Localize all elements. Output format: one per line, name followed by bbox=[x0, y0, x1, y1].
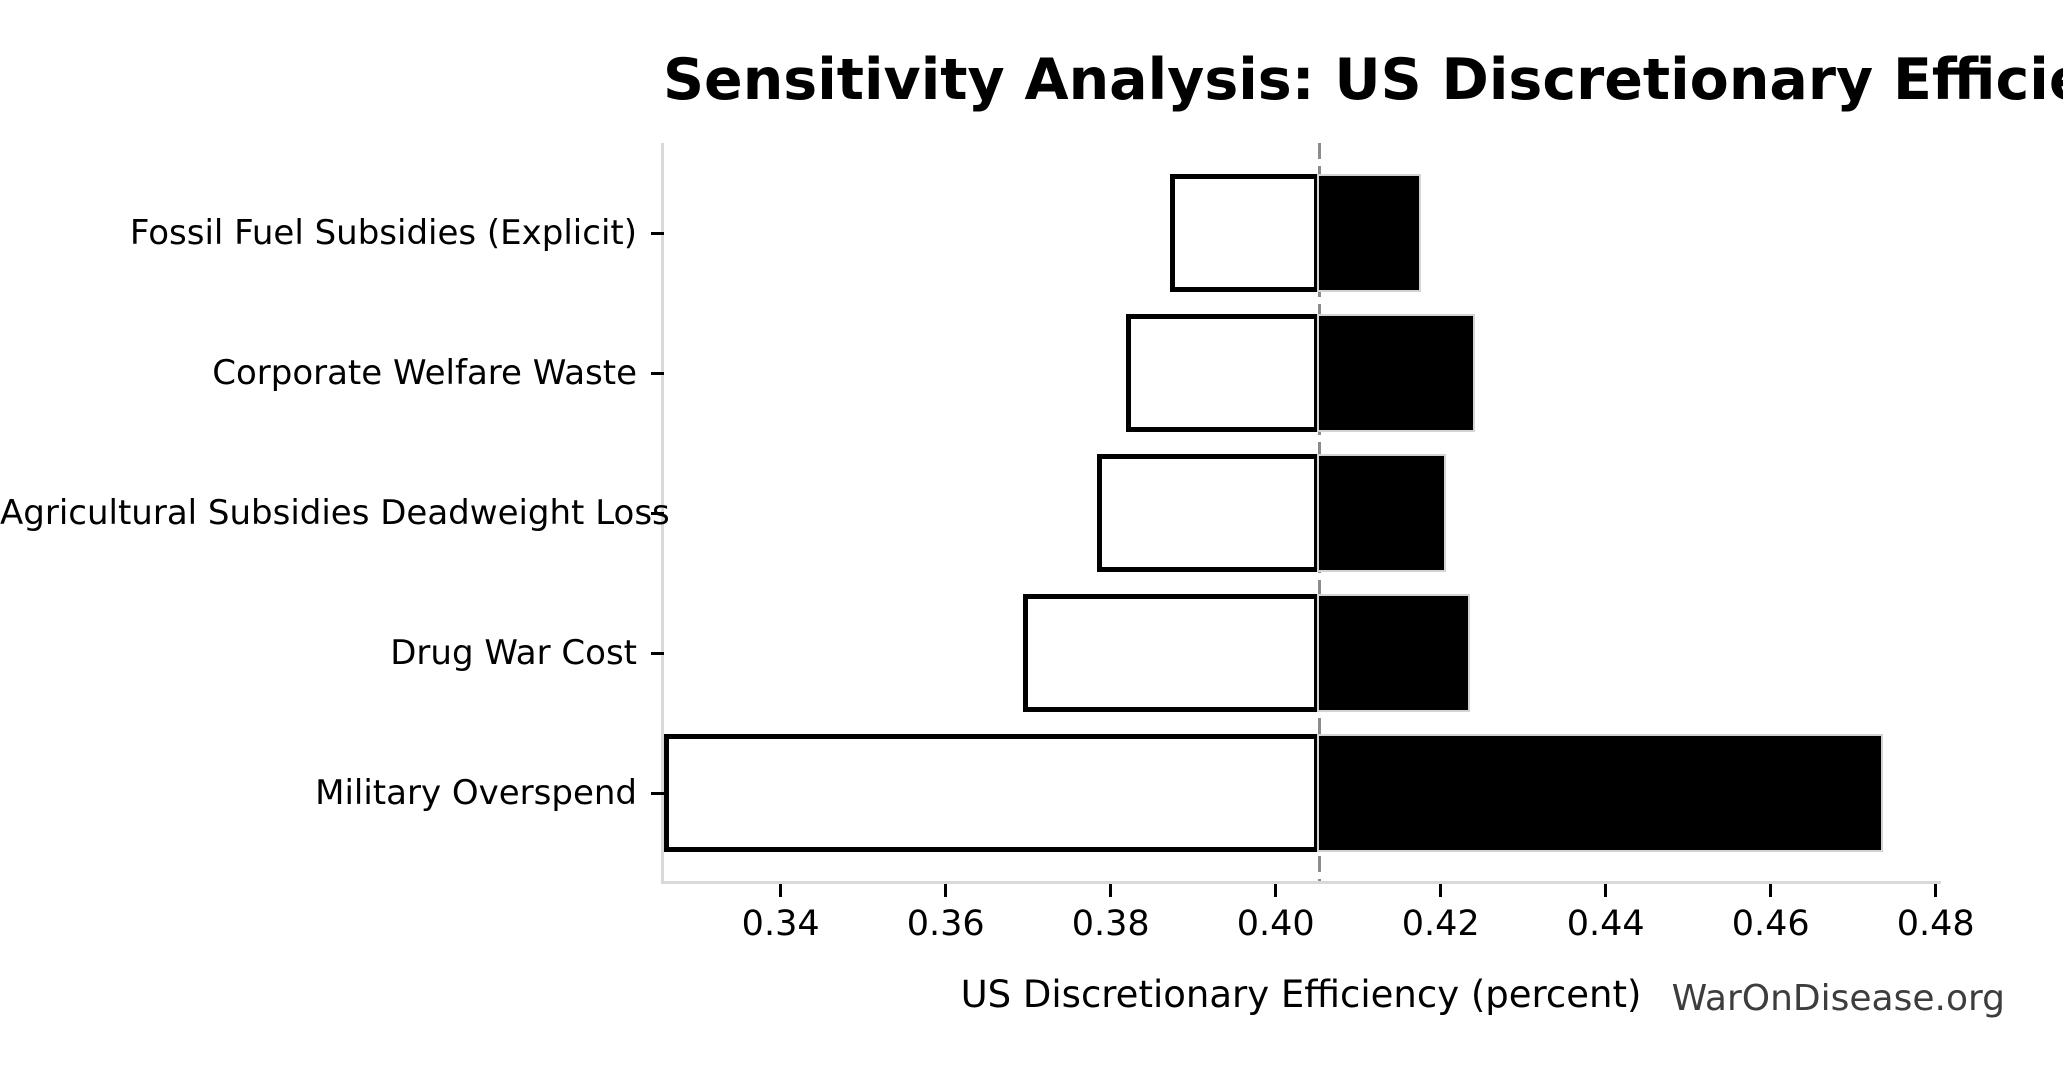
x-tick-label: 0.34 bbox=[741, 904, 820, 944]
y-axis-category-label: Drug War Cost bbox=[390, 633, 637, 673]
x-tick-mark bbox=[1439, 884, 1443, 897]
bar-high-segment bbox=[1317, 454, 1447, 572]
x-tick-label: 0.48 bbox=[1896, 904, 1975, 944]
bar-high-segment bbox=[1317, 594, 1470, 712]
x-tick-mark bbox=[779, 884, 783, 897]
x-tick-mark bbox=[1604, 884, 1608, 897]
y-axis-category-label: Corporate Welfare Waste bbox=[212, 353, 637, 393]
bar-high-segment bbox=[1317, 314, 1475, 432]
y-tick-mark bbox=[650, 511, 664, 515]
bar-high-segment bbox=[1317, 174, 1421, 292]
x-tick-label: 0.40 bbox=[1236, 904, 1315, 944]
y-tick-mark bbox=[650, 231, 664, 235]
chart-title: Sensitivity Analysis: US Discretionary E… bbox=[663, 47, 2063, 113]
x-tick-mark bbox=[1109, 884, 1113, 897]
x-axis-label: US Discretionary Efficiency (percent) bbox=[960, 973, 1642, 1016]
bar-high-segment bbox=[1317, 734, 1883, 852]
x-tick-label: 0.36 bbox=[906, 904, 985, 944]
x-tick-label: 0.42 bbox=[1401, 904, 1480, 944]
x-tick-label: 0.38 bbox=[1071, 904, 1150, 944]
bar-low-segment bbox=[1170, 174, 1320, 292]
y-tick-mark bbox=[650, 791, 664, 795]
x-tick-label: 0.44 bbox=[1566, 904, 1645, 944]
bar-low-segment bbox=[1023, 594, 1320, 712]
y-axis-category-label: Military Overspend bbox=[315, 773, 637, 813]
y-tick-mark bbox=[650, 651, 664, 655]
y-axis-category-label: Fossil Fuel Subsidies (Explicit) bbox=[129, 213, 637, 253]
x-tick-mark bbox=[1769, 884, 1773, 897]
y-axis-category-label: Agricultural Subsidies Deadweight Loss bbox=[0, 493, 670, 533]
x-tick-mark bbox=[1934, 884, 1938, 897]
x-tick-mark bbox=[1274, 884, 1278, 897]
x-tick-mark bbox=[944, 884, 948, 897]
bar-low-segment bbox=[1126, 314, 1320, 432]
watermark: WarOnDisease.org bbox=[1671, 978, 2005, 1019]
bar-low-segment bbox=[664, 734, 1320, 852]
y-tick-mark bbox=[650, 371, 664, 375]
x-axis-spine bbox=[660, 881, 1941, 884]
x-tick-label: 0.46 bbox=[1731, 904, 1810, 944]
bar-low-segment bbox=[1096, 454, 1320, 572]
